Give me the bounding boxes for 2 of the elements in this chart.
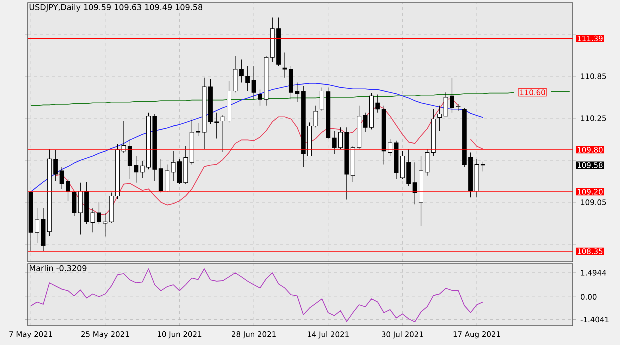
chart-title: Marlin -0.3209: [30, 265, 87, 272]
chart-title: USDJPY,Daily 109.59 109.63 109.49 109.58: [30, 4, 203, 12]
